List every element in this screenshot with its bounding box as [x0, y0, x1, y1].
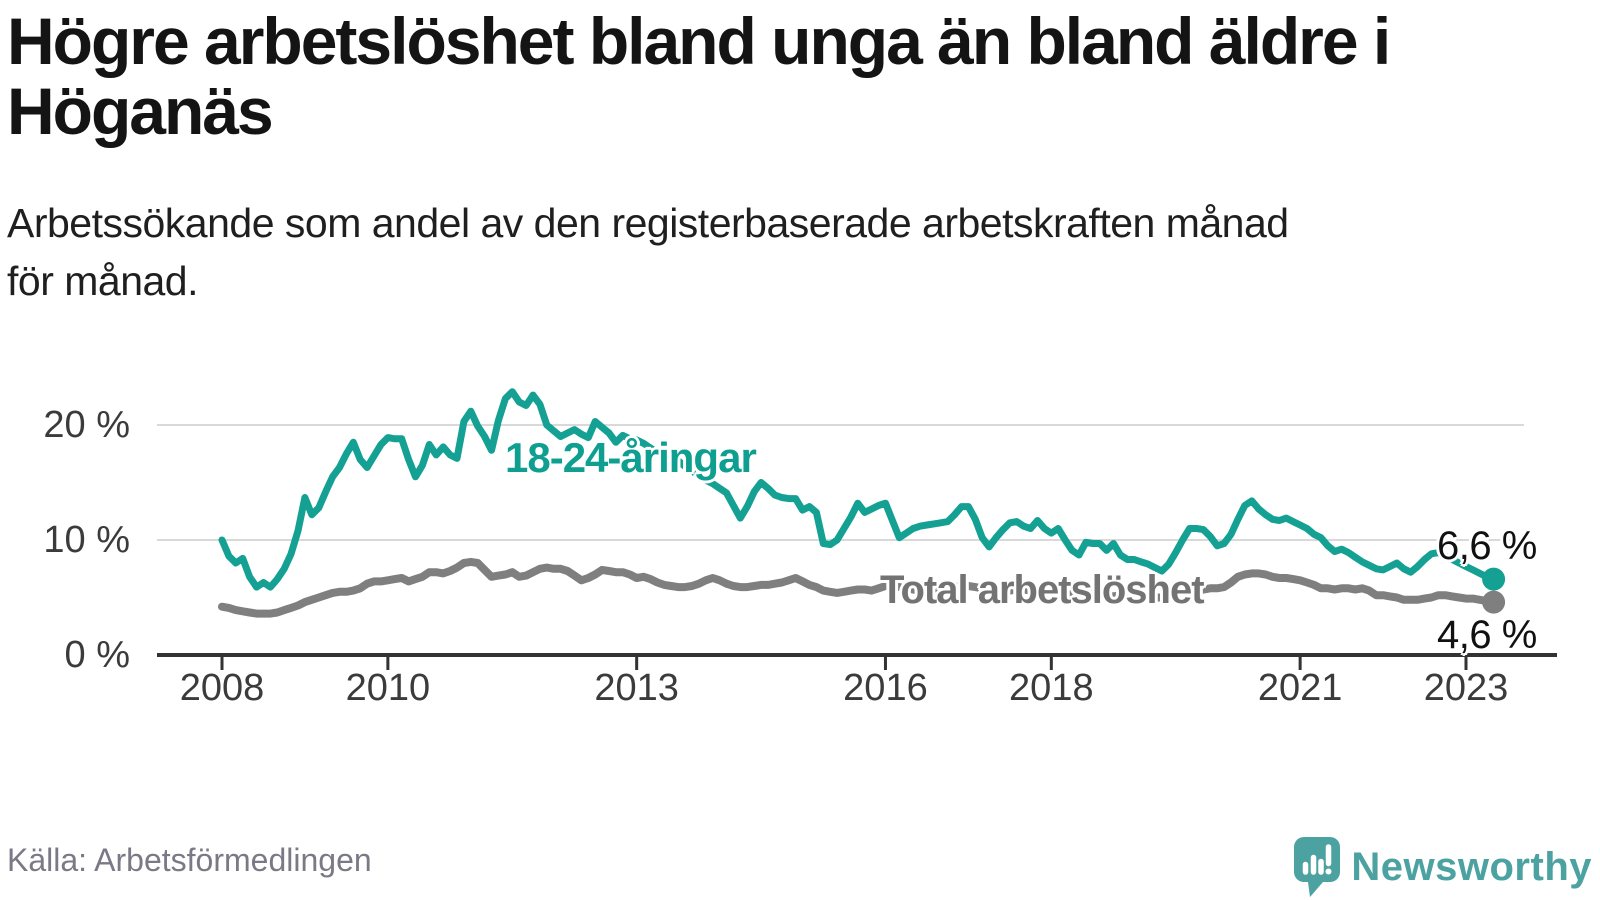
- y-axis-tick-label: 10 %: [43, 519, 130, 561]
- x-axis-tick-label: 2023: [1423, 667, 1509, 709]
- series-line-18-24: [218, 388, 1498, 591]
- x-axis-tick-label: 2018: [1009, 667, 1094, 709]
- series-label-18-24: 18-24-åringar: [505, 434, 757, 481]
- y-axis-tick-label: 20 %: [43, 404, 130, 446]
- y-axis-tick-label: 0 %: [64, 634, 130, 676]
- end-dot-total: [1482, 590, 1506, 614]
- series-line-total: [218, 557, 1498, 618]
- series-label-total: Total arbetslöshet: [880, 568, 1205, 612]
- brand-wordmark: Newsworthy: [1351, 845, 1592, 889]
- source-note: Källa: Arbetsförmedlingen: [7, 842, 372, 878]
- end-value-label-18-24: 6,6 %: [1437, 524, 1537, 568]
- x-axis-tick-label: 2013: [594, 667, 679, 709]
- end-dot-18-24: [1482, 567, 1506, 591]
- brand-footer: Newsworthy: [1293, 836, 1592, 898]
- x-axis-tick-label: 2021: [1257, 667, 1343, 709]
- page-subtitle: Arbetssökande som andel av den registerb…: [7, 200, 1289, 304]
- end-value-label-total: 4,6 %: [1437, 613, 1537, 657]
- x-axis-tick-label: 2010: [345, 667, 431, 709]
- newsworthy-logo-icon: [1294, 837, 1341, 897]
- x-axis-tick-label: 2008: [179, 667, 265, 709]
- x-axis-tick-label: 2016: [843, 667, 928, 709]
- page-title: Högre arbetslöshet bland unga än bland ä…: [7, 4, 1391, 148]
